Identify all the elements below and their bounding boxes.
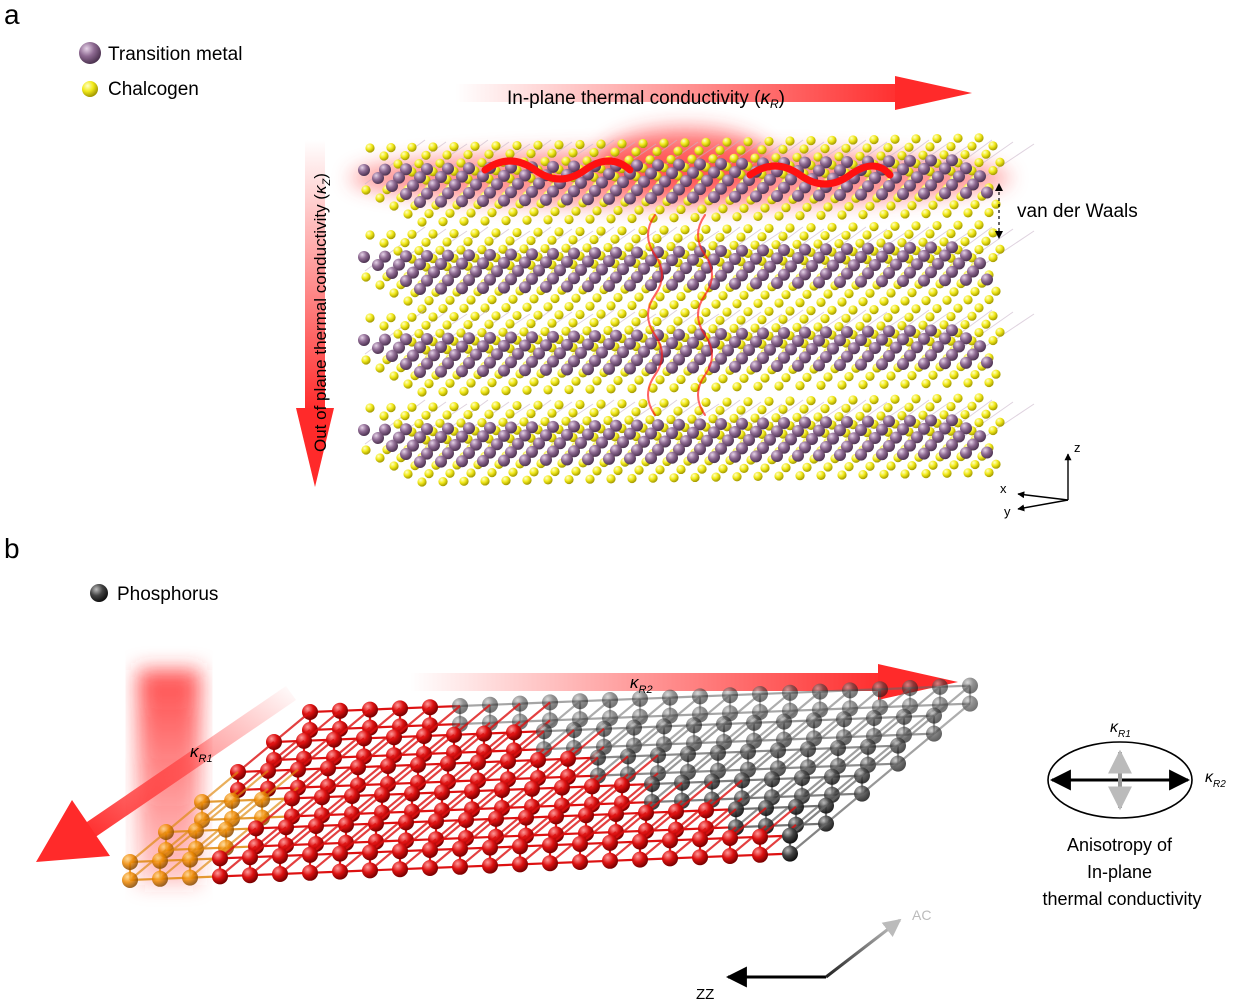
out-plane-arrow [296, 140, 334, 487]
out-plane-label: Out of plane thermal conductivity (κZ) [311, 173, 333, 452]
ac-zz-axes [725, 918, 902, 988]
kr1-label: κR1 [190, 742, 213, 765]
axis-z-label: z [1074, 440, 1081, 455]
wave-vertical-2 [697, 214, 713, 416]
vdw-gap [995, 183, 1003, 239]
phosphorus-swatch [90, 584, 108, 602]
legend-a: Transition metal Chalcogen [79, 42, 242, 100]
phosphorus-label: Phosphorus [117, 584, 218, 605]
anisotropy-ellipse [1047, 741, 1193, 819]
chalcogen-swatch [82, 81, 98, 97]
phonon-waves [481, 157, 894, 416]
lattice-row-1 [122, 804, 827, 888]
panel-a-label: a [4, 0, 20, 30]
in-plane-arrow [455, 76, 972, 110]
wave-right [746, 162, 894, 188]
axes-triad [1017, 453, 1072, 512]
panel-b: b Phosphorus κR2 κR1 AC ZZ [4, 533, 1226, 1001]
tmd-layer-4 [358, 393, 1035, 487]
tmd-layer-2 [358, 220, 1035, 314]
lattice-row-4 [230, 714, 935, 798]
phosphorene-lattice [122, 677, 978, 888]
axis-y-label: y [1004, 504, 1011, 519]
lattice-row-3 [194, 744, 899, 828]
panel-b-label: b [4, 533, 20, 564]
transition-metal-label: Transition metal [108, 44, 242, 65]
wave-vertical-1 [647, 214, 663, 416]
vdw-label: van der Waals [1017, 201, 1138, 222]
tmd-layer-3 [358, 303, 1035, 397]
panel-a: a Transition metal Chalcogen In-plane th… [4, 0, 1138, 519]
ellipse-kr1-label: κR1 [1110, 719, 1131, 740]
chalcogen-label: Chalcogen [108, 79, 199, 100]
axis-x-label: x [1000, 481, 1007, 496]
wave-left [481, 157, 634, 183]
anisotropy-caption: Anisotropy of In-plane thermal conductiv… [1042, 835, 1201, 909]
kr1-arrow [36, 686, 296, 862]
in-plane-label: In-plane thermal conductivity (κR) [507, 88, 785, 111]
ac-axis [825, 918, 902, 979]
kr2-arrow [410, 664, 958, 700]
transition-metal-swatch [79, 42, 101, 64]
tmd-layers [358, 133, 1035, 487]
ac-label: AC [912, 907, 931, 923]
zz-label: ZZ [696, 986, 714, 1001]
ellipse-kr2-label: κR2 [1205, 769, 1226, 790]
